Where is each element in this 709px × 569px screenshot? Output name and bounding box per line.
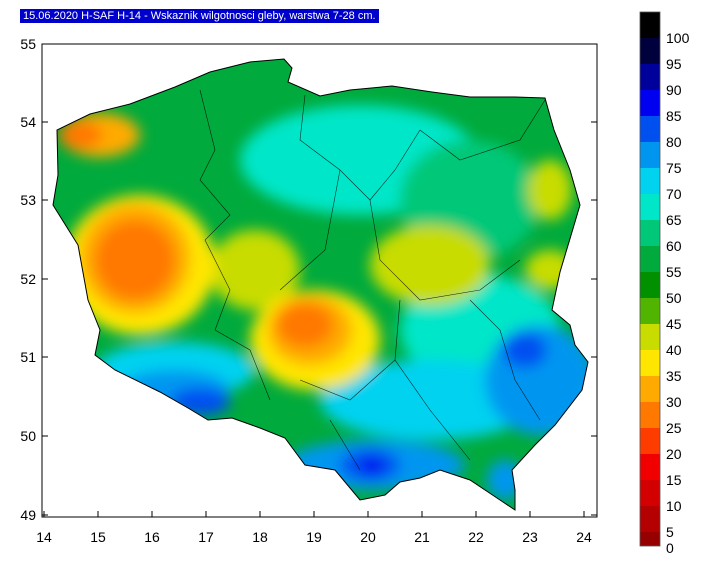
legend-label: 0 bbox=[666, 540, 674, 556]
legend-swatch bbox=[640, 376, 660, 402]
legend-swatch bbox=[640, 350, 660, 376]
x-tick-label: 20 bbox=[360, 529, 376, 545]
y-axis: 55 54 53 52 51 50 49 bbox=[20, 36, 597, 523]
y-tick-55: 55 bbox=[20, 36, 597, 52]
y-tick-label: 52 bbox=[20, 271, 36, 287]
legend-swatch bbox=[640, 402, 660, 428]
x-tick-14: 14 bbox=[36, 511, 52, 545]
legend-label: 60 bbox=[666, 238, 682, 254]
legend-swatch bbox=[640, 506, 660, 532]
y-tick-label: 51 bbox=[20, 349, 36, 365]
x-tick-label: 18 bbox=[252, 529, 268, 545]
x-axis: 14 15 16 17 18 19 20 21 22 23 24 bbox=[36, 511, 592, 545]
y-tick-label: 54 bbox=[20, 114, 36, 130]
legend-label: 80 bbox=[666, 134, 682, 150]
x-tick-24: 24 bbox=[576, 511, 592, 545]
legend-label: 35 bbox=[666, 368, 682, 384]
y-tick-53: 53 bbox=[20, 192, 597, 208]
x-tick-label: 19 bbox=[306, 529, 322, 545]
legend-label: 45 bbox=[666, 316, 682, 332]
legend-label: 15 bbox=[666, 472, 682, 488]
x-tick-23: 23 bbox=[522, 511, 538, 545]
poland-moisture-field bbox=[52, 58, 589, 511]
legend-label: 90 bbox=[666, 82, 682, 98]
map-title: 15.06.2020 H-SAF H-14 - Wskaznik wilgotn… bbox=[20, 9, 379, 23]
legend-swatch bbox=[640, 142, 660, 168]
x-tick-label: 14 bbox=[36, 529, 52, 545]
x-tick-17: 17 bbox=[198, 511, 214, 545]
y-tick-49: 49 bbox=[20, 507, 597, 523]
legend-swatch bbox=[640, 168, 660, 194]
y-tick-label: 49 bbox=[20, 507, 36, 523]
legend-swatch bbox=[640, 90, 660, 116]
legend-label: 10 bbox=[666, 498, 682, 514]
plot-frame bbox=[41, 43, 598, 518]
legend-swatch bbox=[640, 532, 660, 546]
x-tick-label: 15 bbox=[90, 529, 106, 545]
legend-swatch bbox=[640, 428, 660, 454]
legend-label: 20 bbox=[666, 446, 682, 462]
y-tick-label: 50 bbox=[20, 428, 36, 444]
x-tick-16: 16 bbox=[144, 511, 160, 545]
legend-label: 85 bbox=[666, 108, 682, 124]
y-tick-54: 54 bbox=[20, 114, 597, 130]
x-tick-19: 19 bbox=[306, 511, 322, 545]
y-tick-50: 50 bbox=[20, 428, 597, 444]
legend-label: 95 bbox=[666, 56, 682, 72]
legend-swatch bbox=[640, 454, 660, 480]
legend-swatch bbox=[640, 480, 660, 506]
legend-label: 30 bbox=[666, 394, 682, 410]
legend-label: 100 bbox=[666, 30, 690, 46]
x-tick-label: 21 bbox=[414, 529, 430, 545]
legend-label: 25 bbox=[666, 420, 682, 436]
legend-colorbar: 100 95 90 85 80 75 70 65 60 55 50 45 40 … bbox=[639, 11, 690, 556]
legend-swatch bbox=[640, 194, 660, 220]
legend-swatch bbox=[640, 12, 660, 38]
legend-swatch bbox=[640, 116, 660, 142]
y-tick-51: 51 bbox=[20, 349, 597, 365]
legend-label: 75 bbox=[666, 160, 682, 176]
x-tick-label: 23 bbox=[522, 529, 538, 545]
x-tick-label: 17 bbox=[198, 529, 214, 545]
legend-label: 55 bbox=[666, 264, 682, 280]
legend-label: 5 bbox=[666, 524, 674, 540]
x-tick-label: 16 bbox=[144, 529, 160, 545]
province-borders bbox=[199, 89, 546, 471]
y-tick-label: 53 bbox=[20, 192, 36, 208]
legend-swatch bbox=[640, 246, 660, 272]
x-tick-21: 21 bbox=[414, 511, 430, 545]
legend-label: 50 bbox=[666, 290, 682, 306]
y-tick-label: 55 bbox=[20, 36, 36, 52]
legend-swatch bbox=[640, 324, 660, 350]
x-tick-18: 18 bbox=[252, 511, 268, 545]
legend-swatch bbox=[640, 38, 660, 64]
legend-label: 65 bbox=[666, 212, 682, 228]
legend-swatch bbox=[640, 64, 660, 90]
legend-label: 40 bbox=[666, 342, 682, 358]
y-tick-52: 52 bbox=[20, 271, 597, 287]
legend-swatch bbox=[640, 298, 660, 324]
legend-label: 70 bbox=[666, 186, 682, 202]
legend-swatch bbox=[640, 220, 660, 246]
x-tick-label: 24 bbox=[576, 529, 592, 545]
x-tick-20: 20 bbox=[360, 511, 376, 545]
legend-swatch bbox=[640, 272, 660, 298]
x-tick-label: 22 bbox=[468, 529, 484, 545]
x-tick-22: 22 bbox=[468, 511, 484, 545]
x-tick-15: 15 bbox=[90, 511, 106, 545]
